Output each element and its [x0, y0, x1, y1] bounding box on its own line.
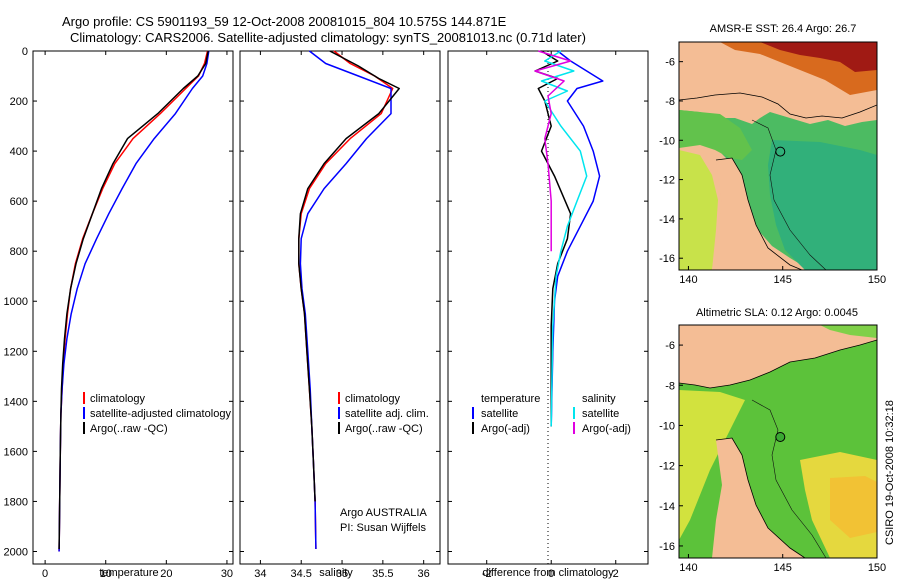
sst-torres-strait-water: [679, 110, 752, 160]
map-x-tick-label: 140: [679, 562, 697, 574]
map-x-tick-label: 140: [679, 274, 697, 286]
sla-map-panel: Altimetric SLA: 0.12 Argo: 0.0045 140 145…: [659, 307, 886, 574]
series-line-salinity-argo: [534, 50, 572, 252]
legend-label-sal-argo: Argo(-adj): [582, 423, 631, 435]
float-pi-label: PI: Susan Wijffels: [340, 522, 426, 534]
legend-label-argo: Argo(..raw -QC): [90, 423, 168, 435]
sla-yellow-anomaly-north: [679, 390, 745, 540]
y-tick-label: 2000: [4, 546, 28, 558]
sla-cape-york: [712, 438, 805, 558]
title-line-1: Argo profile: CS 5901193_59 12-Oct-2008 …: [62, 14, 507, 29]
map-x-tick-label: 150: [868, 562, 886, 574]
x-tick-label: 20: [160, 568, 172, 580]
temperature-legend: climatology satellite-adjusted climatolo…: [83, 392, 231, 435]
y-tick-label: 600: [10, 196, 28, 208]
sst-cape-york: [712, 158, 802, 270]
legend-label-sal-satellite: satellite: [582, 408, 619, 420]
salinity-xlabel: salinity: [319, 567, 353, 579]
difference-xlabel: difference from climatology: [482, 567, 614, 579]
sla-map-field: [679, 325, 877, 558]
y-tick-label: 1400: [4, 396, 28, 408]
x-tick-label: 2: [613, 568, 619, 580]
sla-north-water-patch: [820, 325, 877, 338]
x-tick-label: 10: [100, 568, 112, 580]
legend-label-argo: Argo(..raw -QC): [345, 423, 423, 435]
x-tick-label: 0: [42, 568, 48, 580]
x-tick-label: -2: [482, 568, 492, 580]
y-tick-label: 1200: [4, 346, 28, 358]
temperature-panel: 0 10 20 30 0 200 400 600 800 1000 1200 1400 1600 1800…: [4, 46, 234, 580]
y-tick-label: 1600: [4, 446, 28, 458]
x-tick-label: 0: [548, 568, 554, 580]
map-y-tick-label: -12: [659, 175, 675, 187]
legend-group-salinity: salinity: [582, 393, 616, 405]
x-tick-label: 35: [336, 568, 348, 580]
legend-label-temp-satellite: satellite: [481, 408, 518, 420]
y-tick-label: 400: [10, 146, 28, 158]
salinity-axes: [239, 50, 441, 565]
legend-label-climatology: climatology: [90, 393, 146, 405]
map-y-tick-label: -16: [659, 541, 675, 553]
legend-group-temperature: temperature: [481, 393, 540, 405]
float-program-label: Argo AUSTRALIA: [340, 507, 427, 519]
x-tick-label: 35.5: [372, 568, 393, 580]
series-line-argo: [298, 50, 400, 502]
y-tick-label: 1000: [4, 296, 28, 308]
legend-label-climatology: climatology: [345, 393, 401, 405]
map-y-tick-label: -6: [665, 340, 675, 352]
sla-coastline: [679, 339, 877, 558]
map-y-tick-label: -10: [659, 420, 675, 432]
y-tick-label: 0: [22, 46, 28, 58]
x-tick-label: 34: [254, 568, 266, 580]
difference-panel: -2 0 2 temperature satellite Argo(-adj) sa…: [447, 50, 649, 580]
map-x-tick-label: 145: [774, 562, 792, 574]
sst-shelf-contour: [751, 119, 827, 270]
sla-orange-anomaly: [830, 476, 877, 538]
temperature-xlabel: temperature: [99, 567, 158, 579]
sst-hot-cells: [760, 42, 877, 72]
map-x-tick-label: 145: [774, 274, 792, 286]
map-y-tick-label: -14: [659, 501, 675, 513]
legend-label-satellite: satellite-adjusted climatology: [90, 408, 231, 420]
sst-map-frame: [678, 41, 878, 271]
salinity-panel: 34 34.5 35 35.5 36 climatology satellite adj…: [239, 50, 441, 580]
sla-shelf-contour: [751, 399, 827, 558]
salinity-legend: climatology satellite adj. clim. Argo(..…: [338, 392, 429, 435]
map-x-tick-label: 150: [868, 274, 886, 286]
sst-map-title: AMSR-E SST: 26.4 Argo: 26.7: [710, 23, 857, 35]
x-tick-label: 30: [221, 568, 233, 580]
temperature-axes: [32, 50, 234, 565]
sla-float-marker: [775, 432, 786, 442]
legend-label-satellite: satellite adj. clim.: [345, 408, 429, 420]
difference-legend: temperature satellite Argo(-adj) salinit…: [472, 393, 631, 435]
series-line-salinity-satellite: [540, 50, 588, 427]
sla-map-frame: [678, 324, 878, 559]
sla-map-title: Altimetric SLA: 0.12 Argo: 0.0045: [696, 307, 858, 319]
sst-coastline: [679, 92, 877, 270]
sst-map-panel: AMSR-E SST: 26.4 Argo: 26.7 140 145 150 -6 -…: [659, 23, 886, 286]
series-line-temperature-satellite: [550, 50, 604, 427]
sst-gulf-carpentaria-water: [679, 150, 718, 270]
sla-land-png-north: [679, 325, 877, 388]
map-y-tick-label: -6: [665, 57, 675, 69]
map-y-tick-label: -10: [659, 135, 675, 147]
sst-map-field: [679, 42, 877, 270]
map-y-tick-label: -16: [659, 253, 675, 265]
x-tick-label: 36: [418, 568, 430, 580]
y-tick-label: 800: [10, 246, 28, 258]
legend-label-temp-argo: Argo(-adj): [481, 423, 530, 435]
map-y-tick-label: -8: [665, 96, 675, 108]
series-line-argo: [58, 50, 209, 550]
title-line-2: Climatology: CARS2006. Satellite-adjuste…: [70, 30, 586, 45]
credit-label: CSIRO 19-Oct-2008 10:32:18: [884, 400, 896, 545]
sst-float-marker: [775, 146, 786, 157]
map-y-tick-label: -14: [659, 214, 675, 226]
y-tick-label: 200: [10, 96, 28, 108]
y-tick-label: 1800: [4, 496, 28, 508]
map-y-tick-label: -8: [665, 380, 675, 392]
sst-coral-sea-water: [768, 140, 877, 270]
x-tick-label: 34.5: [291, 568, 312, 580]
map-y-tick-label: -12: [659, 461, 675, 473]
